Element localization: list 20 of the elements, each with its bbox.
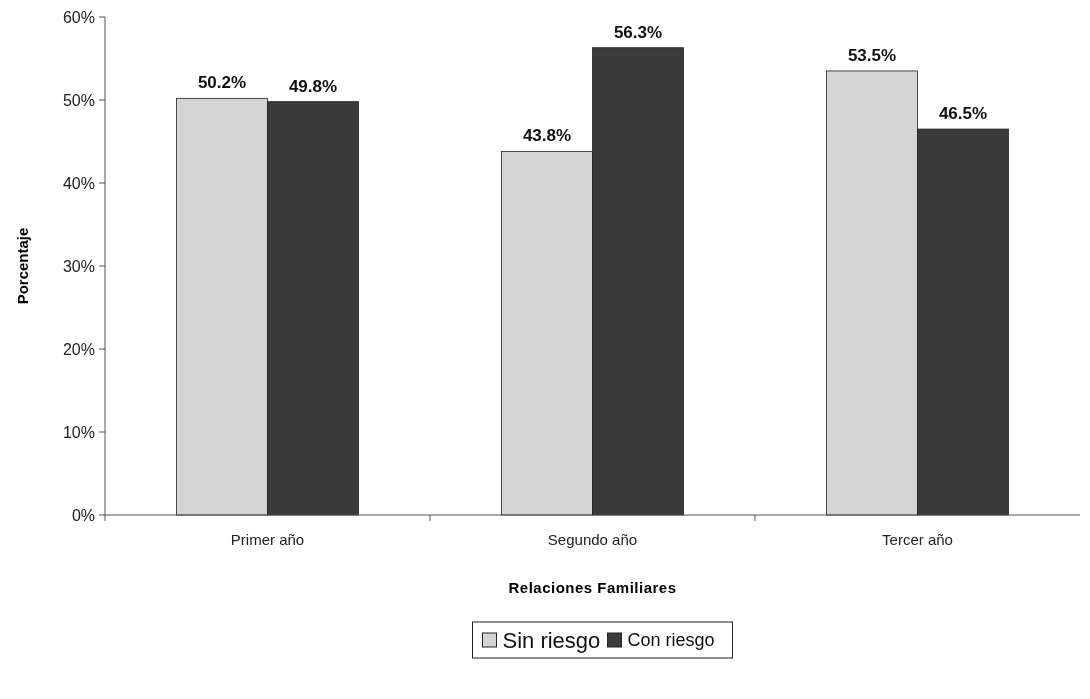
x-tick-label: Tercer año [882, 531, 953, 548]
data-label: 43.8% [522, 126, 572, 146]
data-label: 56.3% [613, 22, 663, 42]
data-label: 49.8% [288, 76, 338, 96]
data-label: 50.2% [197, 73, 247, 93]
y-tick-label: 50% [62, 91, 95, 109]
y-tick-label: 10% [62, 423, 95, 441]
legend-label: Sin riesgo [502, 627, 601, 653]
y-tick-label: 30% [62, 257, 95, 275]
legend-label: Con riesgo [627, 630, 715, 651]
data-label: 46.5% [938, 104, 988, 124]
data-label: 53.5% [847, 45, 897, 65]
y-tick-label: 0% [71, 506, 95, 524]
y-tick-label: 40% [62, 174, 95, 192]
y-tick-label: 20% [62, 340, 95, 358]
y-axis-title: Porcentaje [14, 227, 31, 305]
x-axis-title: Relaciones Familiares [508, 579, 677, 596]
x-tick-label: Segundo año [547, 531, 638, 548]
y-tick-label: 60% [62, 8, 95, 26]
x-tick-label: Primer año [230, 531, 305, 548]
